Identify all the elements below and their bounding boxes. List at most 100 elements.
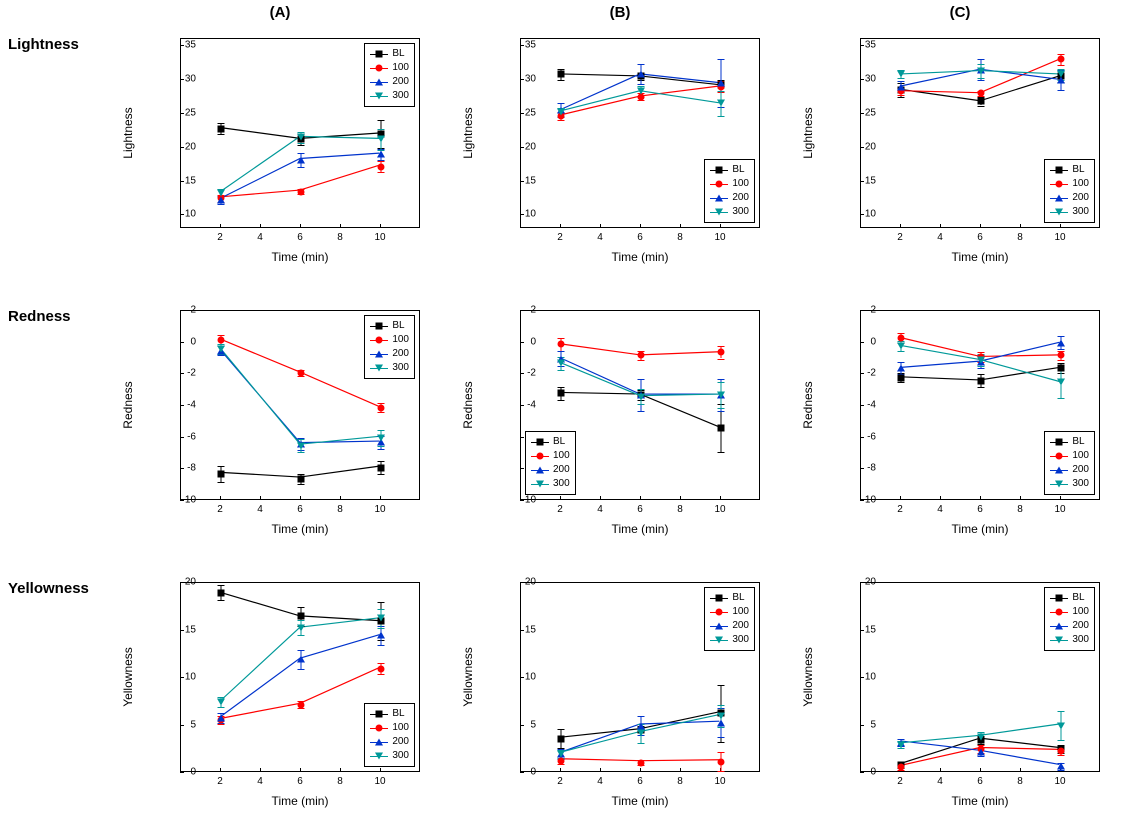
panel-2-2: BL100200300YellownessTime (min)051015202… [800, 572, 1120, 822]
panel-1-0: BL100200300RednessTime (min)-10-8-6-4-20… [120, 300, 440, 550]
x-tick-label: 2 [897, 504, 903, 515]
data-marker [1057, 339, 1065, 346]
legend-label: 300 [732, 205, 749, 219]
legend-item: BL [370, 707, 409, 721]
data-marker [718, 758, 725, 765]
x-tick-label: 10 [374, 776, 385, 787]
legend-item: 100 [710, 605, 749, 619]
x-tick-label: 2 [897, 776, 903, 787]
data-marker [377, 434, 385, 441]
data-marker [378, 404, 385, 411]
legend-item: 200 [710, 191, 749, 205]
data-marker [638, 759, 645, 766]
data-marker [1058, 352, 1065, 359]
plot-area: BL100200300 [860, 310, 1100, 500]
data-marker [218, 125, 225, 132]
x-tick-label: 10 [374, 232, 385, 243]
legend-label: 300 [553, 477, 570, 491]
x-axis-label: Time (min) [952, 250, 1009, 264]
x-tick-label: 10 [1054, 776, 1065, 787]
legend-label: BL [1072, 435, 1084, 449]
legend-item: BL [370, 47, 409, 61]
x-axis-label: Time (min) [612, 794, 669, 808]
x-tick-label: 4 [257, 232, 263, 243]
legend-item: 300 [710, 633, 749, 647]
legend-item: 200 [370, 75, 409, 89]
x-tick-label: 8 [337, 776, 343, 787]
x-tick-label: 4 [257, 504, 263, 515]
legend-label: 300 [1072, 477, 1089, 491]
legend-label: BL [392, 707, 404, 721]
data-marker [557, 751, 565, 758]
plot-area: BL100200300 [180, 582, 420, 772]
x-tick-label: 2 [217, 776, 223, 787]
legend-label: 200 [392, 735, 409, 749]
x-tick-label: 8 [1017, 504, 1023, 515]
x-tick-label: 8 [677, 232, 683, 243]
data-marker [1058, 56, 1065, 63]
x-tick-label: 4 [937, 504, 943, 515]
legend-item: BL [531, 435, 570, 449]
panel-0-0: BL100200300LightnessTime (min)1015202530… [120, 28, 440, 278]
data-marker [977, 67, 985, 74]
data-marker [717, 719, 725, 726]
x-tick-label: 10 [714, 776, 725, 787]
legend-label: BL [732, 591, 744, 605]
y-axis-label: Lightness [461, 107, 475, 158]
y-axis-label: Yellowness [461, 647, 475, 707]
column-header-0: (A) [120, 4, 440, 21]
data-marker [977, 749, 985, 756]
legend-item: 200 [1050, 619, 1089, 633]
legend: BL100200300 [1044, 159, 1095, 223]
data-marker [897, 71, 905, 78]
legend: BL100200300 [1044, 431, 1095, 495]
data-marker [558, 341, 565, 348]
legend-label: 200 [392, 347, 409, 361]
x-tick-label: 2 [217, 504, 223, 515]
panel-0-1: BL100200300LightnessTime (min)1015202530… [460, 28, 780, 278]
legend-item: BL [1050, 591, 1089, 605]
x-tick-label: 8 [677, 504, 683, 515]
legend-label: BL [553, 435, 565, 449]
legend: BL100200300 [364, 43, 415, 107]
legend-item: 200 [370, 347, 409, 361]
data-marker [978, 377, 985, 384]
y-axis-label: Redness [461, 381, 475, 428]
legend-item: 300 [370, 89, 409, 103]
x-axis-label: Time (min) [612, 250, 669, 264]
data-marker [217, 698, 225, 705]
legend-label: 100 [1072, 449, 1089, 463]
legend-item: BL [1050, 435, 1089, 449]
x-tick-label: 6 [977, 504, 983, 515]
legend: BL100200300 [364, 315, 415, 379]
panel-1-1: BL100200300RednessTime (min)-10-8-6-4-20… [460, 300, 780, 550]
legend: BL100200300 [1044, 587, 1095, 651]
legend-item: 100 [370, 721, 409, 735]
data-marker [377, 632, 385, 639]
data-marker [558, 71, 565, 78]
x-tick-label: 8 [1017, 776, 1023, 787]
data-marker [898, 764, 905, 771]
data-marker [1058, 748, 1065, 755]
data-marker [298, 188, 305, 195]
data-marker [218, 589, 225, 596]
legend-item: BL [370, 319, 409, 333]
data-marker [1057, 379, 1065, 386]
x-tick-label: 2 [217, 232, 223, 243]
plot-area: BL100200300 [860, 582, 1100, 772]
legend-item: 300 [710, 205, 749, 219]
x-axis-label: Time (min) [952, 794, 1009, 808]
x-tick-label: 10 [714, 504, 725, 515]
legend-label: BL [732, 163, 744, 177]
data-marker [378, 464, 385, 471]
legend-label: 200 [1072, 463, 1089, 477]
plot-area: BL100200300 [180, 38, 420, 228]
row-header-2: Yellowness [8, 580, 89, 597]
panel-2-1: BL100200300YellownessTime (min)051015202… [460, 572, 780, 822]
data-marker [298, 369, 305, 376]
data-marker [378, 665, 385, 672]
x-tick-label: 8 [337, 504, 343, 515]
legend-item: 100 [1050, 449, 1089, 463]
legend-item: 300 [531, 477, 570, 491]
legend-label: 300 [1072, 633, 1089, 647]
